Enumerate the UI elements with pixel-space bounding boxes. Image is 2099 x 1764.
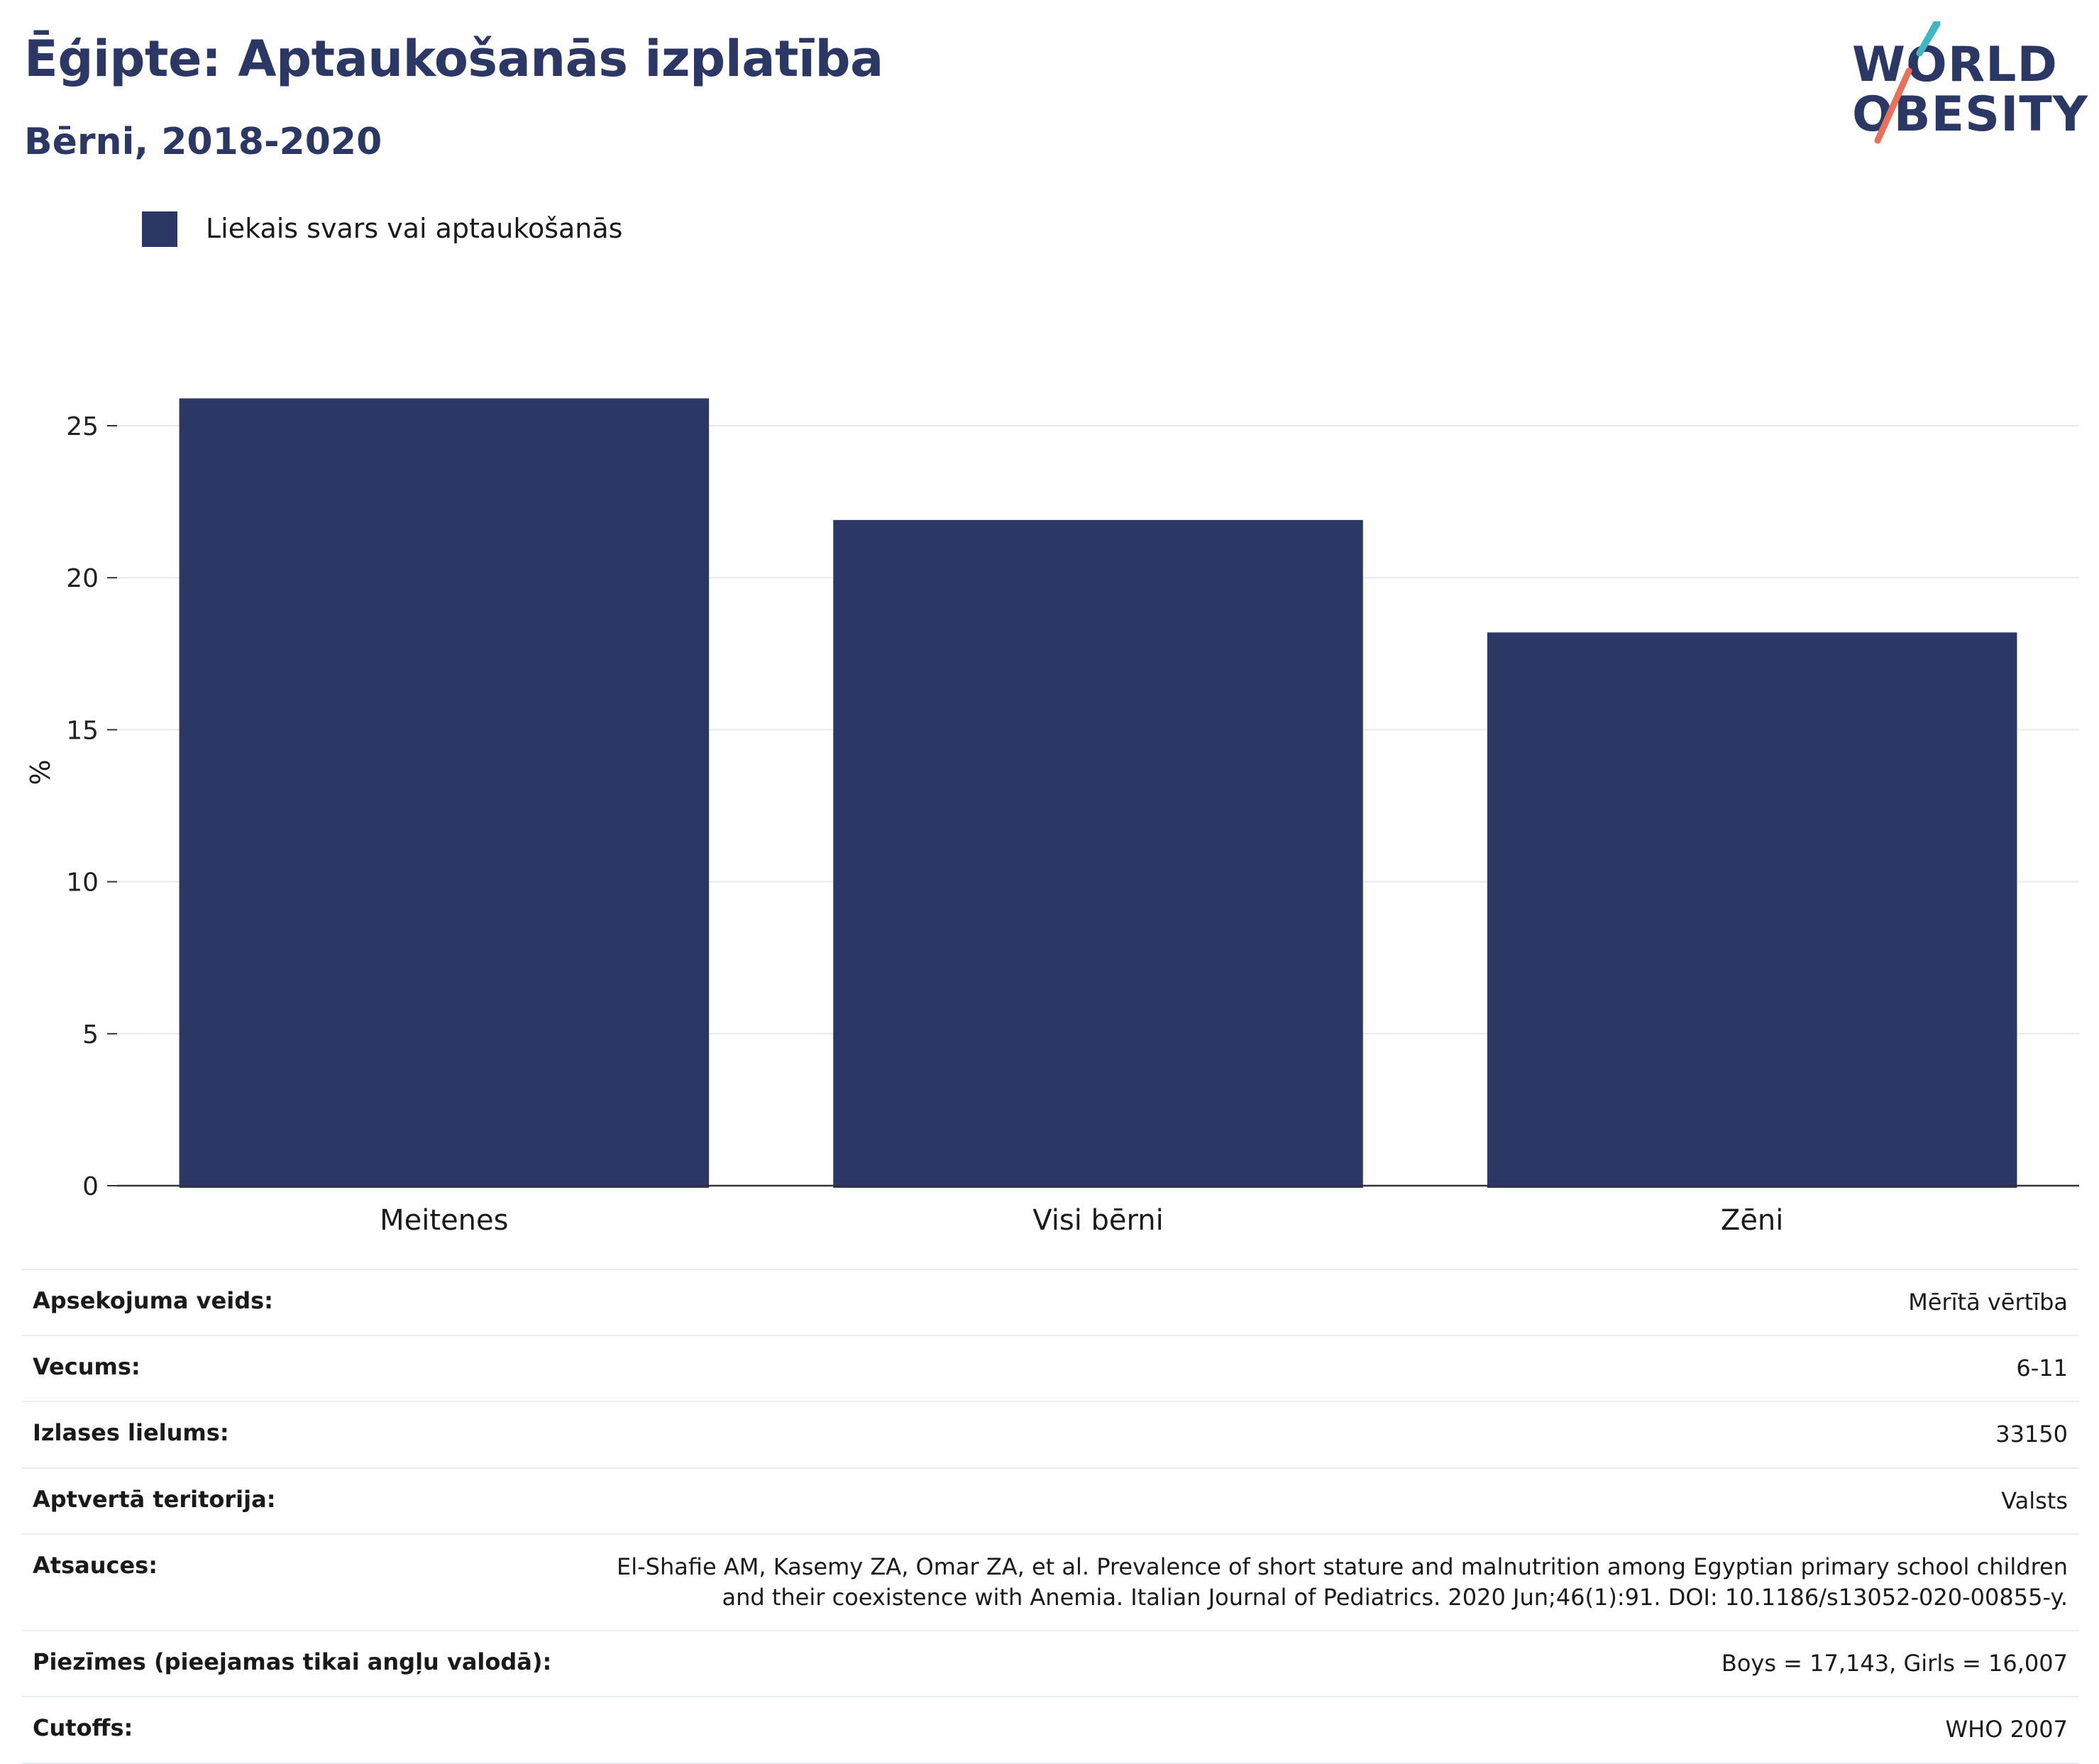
x-category-label-2: Zēni bbox=[1721, 1204, 1783, 1237]
y-tick-label-5: 5 bbox=[82, 1020, 99, 1049]
logo-slash-icon bbox=[1874, 21, 1941, 144]
axes: 0 5 10 15 20 25 Meitenes Visi bērni Zēni% bbox=[25, 412, 2079, 1237]
chart-subtitle: Bērni, 2018-2020 bbox=[24, 121, 382, 163]
y-axis-label: % bbox=[25, 759, 56, 785]
info-label: Atsauces: bbox=[33, 1551, 158, 1579]
info-label: Piezīmes (pieejamas tikai angļu valodā): bbox=[33, 1648, 552, 1676]
y-tick-label-10: 10 bbox=[66, 869, 99, 898]
world-obesity-logo[interactable]: WORLD OBESITY bbox=[1852, 21, 2088, 149]
info-value: El-Shafie AM, Kasemy ZA, Omar ZA, et al.… bbox=[616, 1553, 2068, 1611]
logo-line-1: WORLD bbox=[1852, 37, 2058, 93]
info-value: 33150 bbox=[1995, 1421, 2068, 1448]
legend-label: Liekais svars vai aptaukošanās bbox=[206, 213, 623, 244]
y-tick-label-25: 25 bbox=[66, 412, 99, 441]
legend-swatch bbox=[142, 211, 177, 247]
bars bbox=[179, 398, 2017, 1188]
info-label: Apsekojuma veids: bbox=[33, 1287, 273, 1314]
info-label: Vecums: bbox=[33, 1353, 141, 1381]
bar-chart: 0 5 10 15 20 25 Meitenes Visi bērni Zēni% bbox=[25, 398, 2079, 1237]
info-row: Cutoffs: WHO 2007 bbox=[21, 1696, 2079, 1764]
bar-0[interactable] bbox=[179, 398, 710, 1188]
y-tick-label-20: 20 bbox=[66, 564, 99, 593]
info-value: 6-11 bbox=[2016, 1355, 2068, 1382]
info-row: Piezīmes (pieejamas tikai angļu valodā):… bbox=[21, 1630, 2079, 1696]
y-tick-label-0: 0 bbox=[82, 1172, 99, 1201]
info-value: WHO 2007 bbox=[1945, 1716, 2068, 1743]
info-value: Mērītā vērtība bbox=[1908, 1289, 2068, 1316]
info-row: Aptvertā teritorija: Valsts bbox=[21, 1467, 2079, 1533]
info-row: Apsekojuma veids: Mērītā vērtība bbox=[21, 1269, 2079, 1335]
y-tick-label-15: 15 bbox=[66, 716, 99, 745]
info-label: Cutoffs: bbox=[33, 1714, 133, 1742]
info-row: Atsauces: El-Shafie AM, Kasemy ZA, Omar Z… bbox=[21, 1533, 2079, 1630]
info-table: Apsekojuma veids: Mērītā vērtība Vecums: 6-… bbox=[21, 1269, 2079, 1764]
bar-1[interactable] bbox=[833, 519, 1363, 1188]
info-label: Aptvertā teritorija: bbox=[33, 1485, 276, 1513]
chart-title: Ēģipte: Aptaukošanās izplatība bbox=[24, 30, 883, 88]
x-category-label-0: Meitenes bbox=[380, 1204, 508, 1237]
info-value: Valsts bbox=[2001, 1487, 2068, 1514]
bar-2[interactable] bbox=[1487, 632, 2017, 1188]
x-category-label-1: Visi bērni bbox=[1032, 1204, 1163, 1237]
info-label: Izlases lielums: bbox=[33, 1419, 229, 1447]
info-row: Vecums: 6-11 bbox=[21, 1335, 2079, 1401]
info-value: Boys = 17,143, Girls = 16,007 bbox=[1721, 1650, 2068, 1677]
info-row: Izlases lielums: 33150 bbox=[21, 1401, 2079, 1467]
